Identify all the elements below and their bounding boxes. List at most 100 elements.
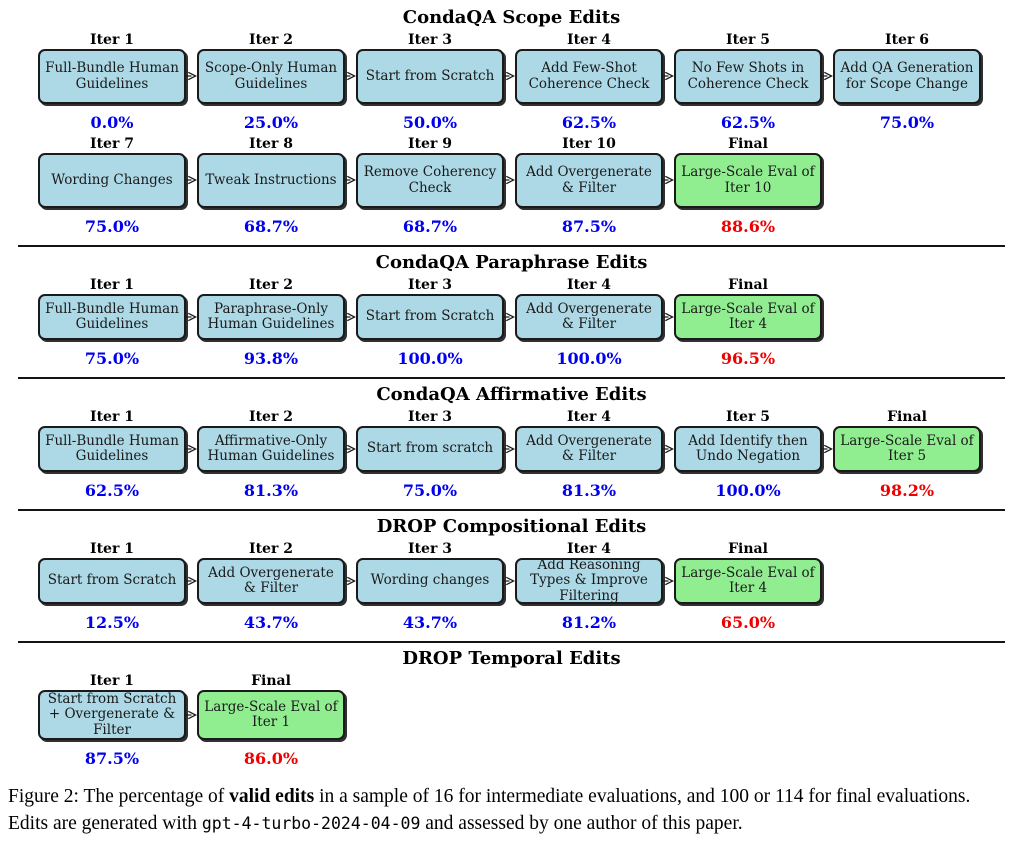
section-divider — [18, 377, 1005, 379]
arrow-right-icon — [345, 71, 356, 81]
arrow-connector — [822, 69, 833, 83]
percent-value: 86.0% — [243, 749, 299, 768]
figure-2-diagram: CondaQA Scope Edits Iter 1 Full-Bundle Hum… — [0, 7, 1023, 768]
node-box: Large-Scale Eval of Iter 5 — [833, 426, 981, 472]
arrow-right-icon — [186, 710, 197, 720]
arrow-connector — [663, 173, 674, 187]
arrow-connector — [345, 173, 356, 187]
arrow-connector — [504, 442, 515, 456]
section: DROP Compositional Edits Iter 1 Start from… — [0, 516, 1023, 632]
arrow-right-icon — [822, 444, 833, 454]
iter-node: Iter 1 Full-Bundle Human Guidelines 62.5% — [38, 408, 186, 500]
arrow-right-icon — [345, 444, 356, 454]
arrow-connector — [504, 310, 515, 324]
percent-value: 0.0% — [90, 113, 134, 132]
arrow-right-icon — [504, 576, 515, 586]
percent-value: 100.0% — [397, 349, 463, 368]
iter-node: Iter 2 Scope-Only Human Guidelines 25.0% — [197, 31, 345, 132]
caption-text-1: The percentage of — [78, 786, 230, 807]
node-box: Start from Scratch — [356, 294, 504, 340]
node-box: Scope-Only Human Guidelines — [197, 49, 345, 104]
node-label: Add Few-Shot Coherence Check — [528, 60, 650, 92]
node-box: Add QA Generation for Scope Change — [833, 49, 981, 104]
caption-text-3: and assessed by one author of this paper… — [420, 813, 743, 835]
node-header: Iter 2 — [249, 277, 293, 293]
node-box: Start from Scratch — [356, 49, 504, 104]
node-box: Wording changes — [356, 558, 504, 604]
node-header: Iter 2 — [249, 32, 293, 48]
iter-node: Iter 4 Add Overgenerate & Filter 81.3% — [515, 408, 663, 500]
arrow-connector — [186, 574, 197, 588]
node-box: Tweak Instructions — [197, 153, 345, 208]
percent-value: 75.0% — [84, 349, 140, 368]
iter-node: Iter 10 Add Overgenerate & Filter 87.5% — [515, 135, 663, 236]
node-header: Iter 3 — [408, 409, 452, 425]
section-title: CondaQA Affirmative Edits — [376, 384, 647, 405]
percent-value: 100.0% — [715, 481, 781, 500]
percent-value: 25.0% — [243, 113, 299, 132]
node-header: Final — [728, 136, 768, 152]
iter-node: Iter 8 Tweak Instructions 68.7% — [197, 135, 345, 236]
node-box: Full-Bundle Human Guidelines — [38, 49, 186, 104]
node-box: Paraphrase-Only Human Guidelines — [197, 294, 345, 340]
node-box: Add Few-Shot Coherence Check — [515, 49, 663, 104]
percent-value: 43.7% — [402, 613, 458, 632]
node-header: Iter 2 — [249, 409, 293, 425]
caption-figure-label: Figure 2: — [8, 786, 79, 807]
percent-value: 88.6% — [720, 217, 776, 236]
percent-value: 75.0% — [84, 217, 140, 236]
section-title: CondaQA Scope Edits — [402, 7, 621, 28]
percent-value: 50.0% — [402, 113, 458, 132]
node-label: Wording Changes — [51, 171, 173, 188]
node-row: Iter 1 Full-Bundle Human Guidelines 62.5% I… — [0, 408, 1023, 500]
node-label: Wording changes — [370, 572, 490, 589]
arrow-right-icon — [663, 444, 674, 454]
arrow-right-icon — [345, 312, 356, 322]
caption-model-code: gpt-4-turbo-2024-04-09 — [201, 814, 421, 834]
node-label: Add Overgenerate & Filter — [526, 164, 652, 196]
node-label: No Few Shots in Coherence Check — [687, 60, 809, 92]
final-node: Final Large-Scale Eval of Iter 10 88.6% — [674, 135, 822, 236]
percent-value: 62.5% — [720, 113, 776, 132]
arrow-right-icon — [504, 175, 515, 185]
percent-value: 81.3% — [561, 481, 617, 500]
node-header: Final — [251, 673, 291, 689]
iter-node: Iter 3 Start from Scratch 50.0% — [356, 31, 504, 132]
node-row: Iter 1 Start from Scratch 12.5% Iter 2 Add O… — [0, 540, 1023, 632]
iter-node: Iter 2 Add Overgenerate & Filter 43.7% — [197, 540, 345, 632]
section-divider — [18, 641, 1005, 643]
node-header: Final — [728, 277, 768, 293]
node-header: Iter 7 — [90, 136, 134, 152]
node-label: Start from Scratch — [365, 67, 495, 84]
iter-node: Iter 3 Start from Scratch 100.0% — [356, 276, 504, 368]
arrow-right-icon — [663, 175, 674, 185]
arrow-connector — [663, 310, 674, 324]
section-divider — [18, 245, 1005, 247]
node-label: Start from scratch — [366, 440, 494, 457]
iter-node: Iter 5 Add Identify then Undo Negation 100… — [674, 408, 822, 500]
node-header: Iter 3 — [408, 541, 452, 557]
node-header: Iter 2 — [249, 541, 293, 557]
node-box: Large-Scale Eval of Iter 4 — [674, 294, 822, 340]
arrow-connector — [663, 69, 674, 83]
arrow-connector — [822, 442, 833, 456]
percent-value: 62.5% — [84, 481, 140, 500]
arrow-right-icon — [663, 312, 674, 322]
iter-node: Iter 5 No Few Shots in Coherence Check 62.… — [674, 31, 822, 132]
node-label: Scope-Only Human Guidelines — [204, 60, 338, 92]
arrow-connector — [504, 574, 515, 588]
caption-bold-text: valid edits — [229, 786, 315, 807]
section-divider — [18, 509, 1005, 511]
node-header: Iter 6 — [885, 32, 929, 48]
node-label: Add QA Generation for Scope Change — [840, 60, 974, 92]
iter-node: Iter 4 Add Overgenerate & Filter 100.0% — [515, 276, 663, 368]
iter-node: Iter 2 Paraphrase-Only Human Guidelines 93… — [197, 276, 345, 368]
node-box: Start from Scratch — [38, 558, 186, 604]
final-node: Final Large-Scale Eval of Iter 4 65.0% — [674, 540, 822, 632]
section-title: DROP Compositional Edits — [376, 516, 647, 537]
node-label: Large-Scale Eval of Iter 5 — [840, 432, 974, 464]
node-header: Iter 4 — [567, 277, 611, 293]
section: CondaQA Affirmative Edits Iter 1 Full-Bund… — [0, 384, 1023, 500]
node-box: Add Identify then Undo Negation — [674, 426, 822, 472]
percent-value: 75.0% — [402, 481, 458, 500]
